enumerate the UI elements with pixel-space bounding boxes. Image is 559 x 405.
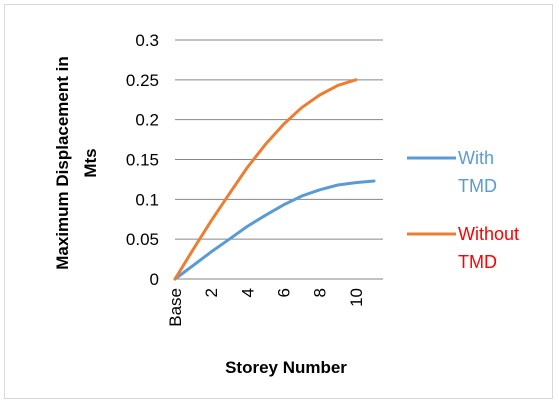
x-tick-label: 10 [347, 288, 366, 307]
x-axis-ticks: Base 2 4 6 8 10 [166, 288, 366, 327]
y-axis-title-line-2: Mts [81, 148, 100, 177]
x-axis-title: Storey Number [225, 358, 347, 377]
y-tick-label: 0.3 [135, 31, 159, 50]
legend-label: With [458, 148, 494, 168]
series-lines [173, 78, 376, 281]
x-tick-label: 2 [202, 288, 221, 297]
y-axis-title-line-1: Maximum Displacement in [53, 56, 72, 270]
x-tick-label: 6 [275, 288, 294, 297]
legend-label: TMD [458, 176, 497, 196]
grid-lines [175, 39, 383, 240]
y-tick-label: 0.2 [135, 111, 159, 130]
x-tick-label: 4 [238, 288, 257, 297]
y-tick-label: 0.15 [126, 151, 159, 170]
legend: With TMD Without TMD [407, 148, 519, 272]
y-tick-label: 0.25 [126, 71, 159, 90]
series-line-without-tmd [173, 78, 358, 281]
series-line-with-tmd [173, 179, 376, 281]
y-tick-label: 0 [150, 270, 159, 289]
y-tick-label: 0.1 [135, 190, 159, 209]
x-tick-label: 8 [311, 288, 330, 297]
chart-frame [4, 4, 553, 399]
y-tick-label: 0.05 [126, 230, 159, 249]
y-axis-ticks: 0 0.05 0.1 0.15 0.2 0.25 0.3 [126, 31, 159, 289]
y-axis-title-group: Maximum Displacement in Mts [53, 56, 100, 270]
x-tick-label: Base [166, 288, 185, 327]
legend-label: Without [458, 224, 519, 244]
legend-label: TMD [458, 252, 497, 272]
